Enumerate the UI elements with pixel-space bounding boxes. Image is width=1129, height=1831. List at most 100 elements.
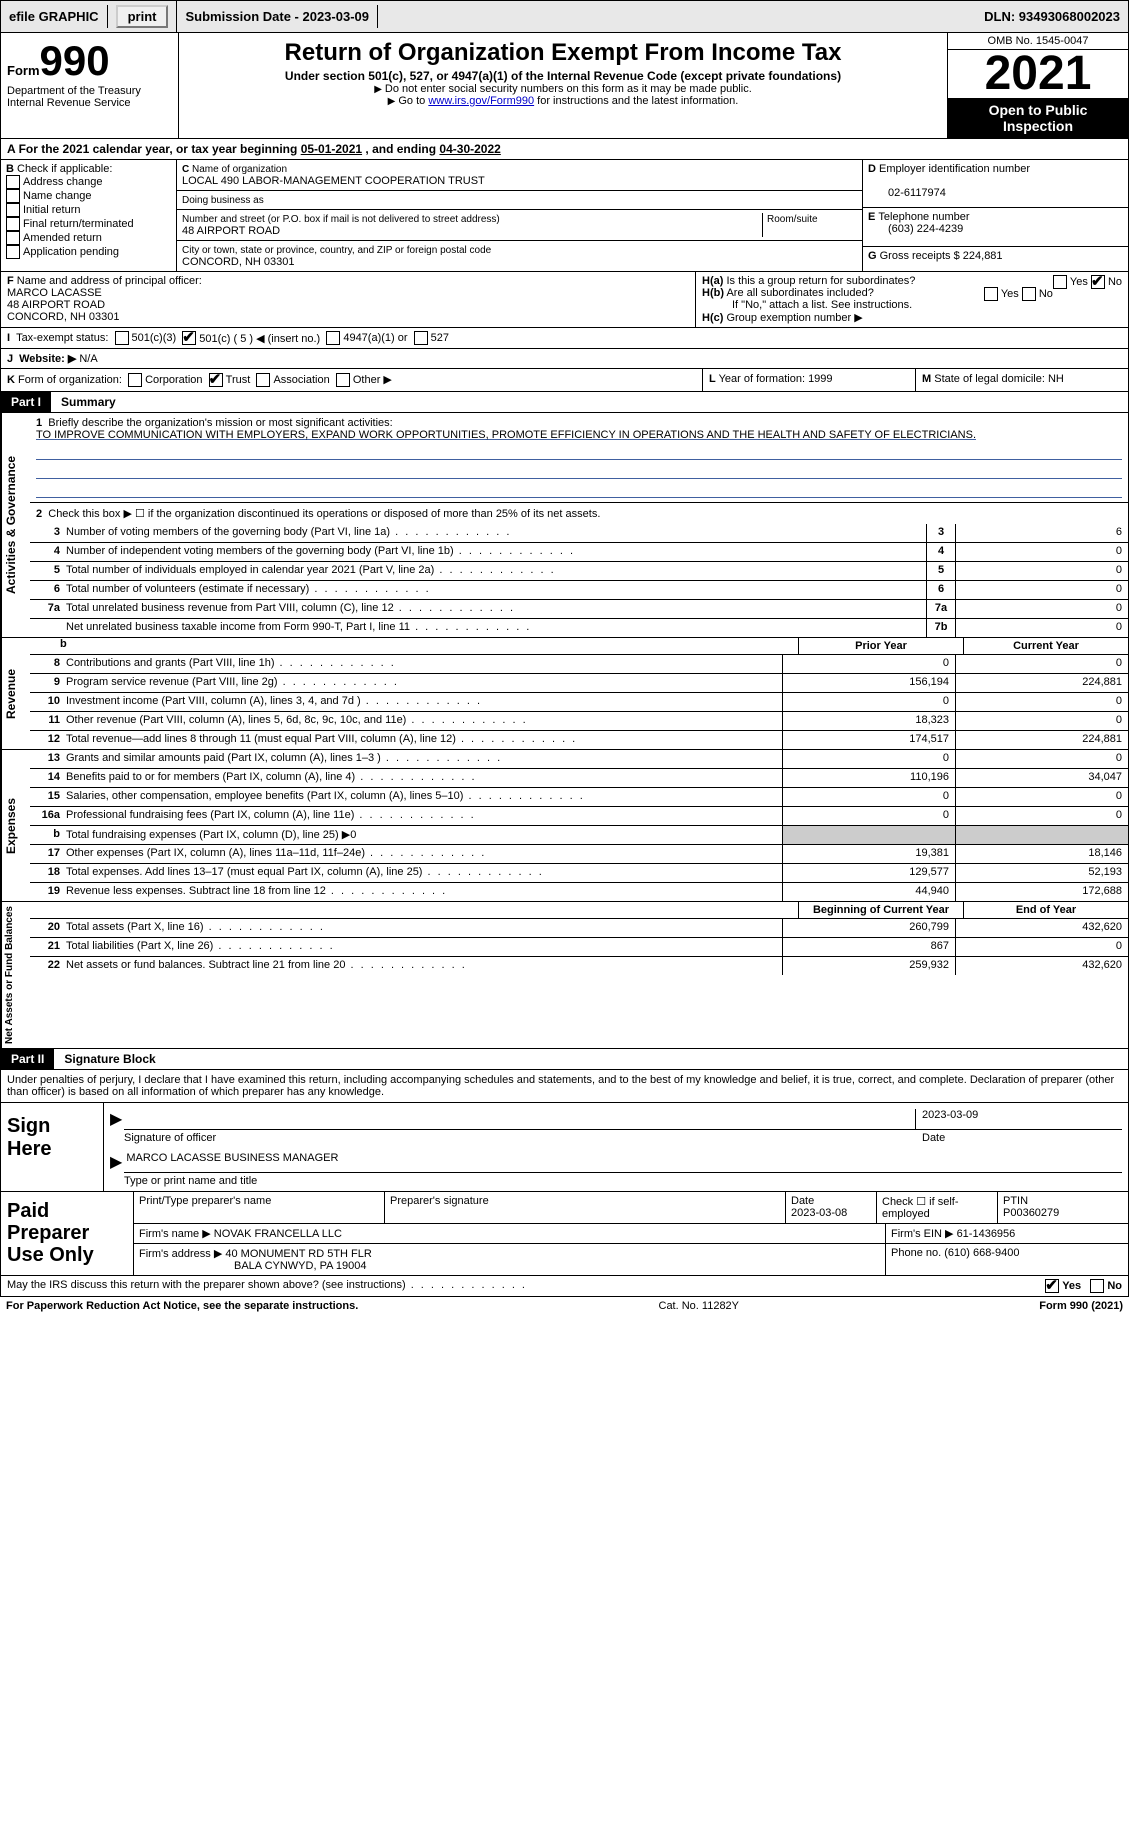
form-title: Return of Organization Exempt From Incom… — [185, 39, 941, 67]
revenue-tab: Revenue — [1, 638, 30, 749]
org-name: LOCAL 490 LABOR-MANAGEMENT COOPERATION T… — [182, 175, 485, 187]
app-pending-checkbox[interactable] — [6, 245, 20, 259]
mission-text: TO IMPROVE COMMUNICATION WITH EMPLOYERS,… — [36, 429, 976, 441]
sign-date: 2023-03-09 — [915, 1109, 1122, 1129]
discuss-no-checkbox[interactable] — [1090, 1279, 1104, 1293]
line-7b: Net unrelated business taxable income fr… — [30, 619, 1128, 637]
line-5: 5 Total number of individuals employed i… — [30, 562, 1128, 581]
firm-name: NOVAK FRANCELLA LLC — [214, 1228, 342, 1240]
print-button[interactable]: print — [116, 5, 169, 28]
firm-ein: 61-1436956 — [957, 1228, 1016, 1240]
line-7a: 7a Total unrelated business revenue from… — [30, 600, 1128, 619]
line-3: 3 Number of voting members of the govern… — [30, 524, 1128, 543]
state-domicile: NH — [1048, 373, 1064, 385]
line-16a: 16a Professional fundraising fees (Part … — [30, 807, 1128, 826]
efile-label: efile GRAPHIC — [1, 5, 108, 28]
box-d: D Employer identification number 02-6117… — [863, 160, 1128, 271]
line-13: 13 Grants and similar amounts paid (Part… — [30, 750, 1128, 769]
revenue-section: Revenue b Prior Year Current Year 8 Cont… — [0, 638, 1129, 750]
row-i: I Tax-exempt status: 501(c)(3) 501(c) ( … — [0, 328, 1129, 349]
ha-no-checkbox[interactable] — [1091, 275, 1105, 289]
527-checkbox[interactable] — [414, 331, 428, 345]
city-state-zip: CONCORD, NH 03301 — [182, 256, 294, 268]
net-tab: Net Assets or Fund Balances — [1, 902, 30, 1048]
irs-link[interactable]: www.irs.gov/Form990 — [428, 95, 534, 107]
line-22: 22 Net assets or fund balances. Subtract… — [30, 957, 1128, 975]
officer-print-name: MARCO LACASSE BUSINESS MANAGER — [126, 1152, 338, 1172]
line-b: b Total fundraising expenses (Part IX, c… — [30, 826, 1128, 845]
period-end: 04-30-2022 — [439, 142, 500, 156]
discuss-row: May the IRS discuss this return with the… — [0, 1276, 1129, 1297]
paid-preparer-block: Paid Preparer Use Only Print/Type prepar… — [0, 1192, 1129, 1276]
form-prefix: Form — [7, 63, 40, 78]
assoc-checkbox[interactable] — [256, 373, 270, 387]
line-14: 14 Benefits paid to or for members (Part… — [30, 769, 1128, 788]
dept-label: Department of the Treasury Internal Reve… — [7, 85, 172, 109]
entity-row: B Check if applicable: Address change Na… — [0, 160, 1129, 272]
ha-yes-checkbox[interactable] — [1053, 275, 1067, 289]
submission-date: Submission Date - 2023-03-09 — [177, 5, 378, 28]
line-12: 12 Total revenue—add lines 8 through 11 … — [30, 731, 1128, 749]
officer-name: MARCO LACASSE — [7, 287, 102, 299]
addr-change-checkbox[interactable] — [6, 175, 20, 189]
page-footer: For Paperwork Reduction Act Notice, see … — [0, 1297, 1129, 1315]
501c3-checkbox[interactable] — [115, 331, 129, 345]
amended-return-checkbox[interactable] — [6, 231, 20, 245]
row-f-h: F Name and address of principal officer:… — [0, 272, 1129, 328]
line-21: 21 Total liabilities (Part X, line 26) 8… — [30, 938, 1128, 957]
penalty-text: Under penalties of perjury, I declare th… — [0, 1070, 1129, 1102]
line-11: 11 Other revenue (Part VIII, column (A),… — [30, 712, 1128, 731]
year-formation: 1999 — [808, 373, 832, 385]
corp-checkbox[interactable] — [128, 373, 142, 387]
top-toolbar: efile GRAPHIC print Submission Date - 20… — [0, 0, 1129, 33]
dln-label: DLN: 93493068002023 — [976, 5, 1128, 28]
other-checkbox[interactable] — [336, 373, 350, 387]
line-8: 8 Contributions and grants (Part VIII, l… — [30, 655, 1128, 674]
line-9: 9 Program service revenue (Part VIII, li… — [30, 674, 1128, 693]
year-box: OMB No. 1545-0047 2021 Open to Public In… — [947, 33, 1128, 138]
line-19: 19 Revenue less expenses. Subtract line … — [30, 883, 1128, 901]
line-10: 10 Investment income (Part VIII, column … — [30, 693, 1128, 712]
hb-yes-checkbox[interactable] — [984, 287, 998, 301]
final-return-checkbox[interactable] — [6, 217, 20, 231]
website: N/A — [79, 353, 97, 365]
form-id-box: Form990 Department of the Treasury Inter… — [1, 33, 179, 138]
print-button-wrap: print — [108, 1, 178, 32]
period-begin: 05-01-2021 — [301, 142, 362, 156]
sign-here-block: Sign Here ▶2023-03-09 Signature of offic… — [0, 1102, 1129, 1192]
line-17: 17 Other expenses (Part IX, column (A), … — [30, 845, 1128, 864]
part1-header: Part I Summary — [0, 392, 1129, 413]
firm-addr: 40 MONUMENT RD 5TH FLR — [225, 1248, 371, 1260]
title-box: Return of Organization Exempt From Incom… — [179, 33, 947, 138]
row-k-l-m: K Form of organization: Corporation Trus… — [0, 369, 1129, 392]
tax-year: 2021 — [948, 50, 1128, 98]
initial-return-checkbox[interactable] — [6, 203, 20, 217]
prep-date: 2023-03-08 — [791, 1207, 847, 1219]
line-20: 20 Total assets (Part X, line 16) 260,79… — [30, 919, 1128, 938]
period-row: A For the 2021 calendar year, or tax yea… — [0, 139, 1129, 160]
form-number: 990 — [40, 37, 110, 84]
ptin: P00360279 — [1003, 1207, 1059, 1219]
trust-checkbox[interactable] — [209, 373, 223, 387]
expenses-tab: Expenses — [1, 750, 30, 901]
4947-checkbox[interactable] — [326, 331, 340, 345]
discuss-yes-checkbox[interactable] — [1045, 1279, 1059, 1293]
line-4: 4 Number of independent voting members o… — [30, 543, 1128, 562]
goto-note: Go to www.irs.gov/Form990 for instructio… — [185, 95, 941, 107]
net-assets-section: Net Assets or Fund Balances Beginning of… — [0, 902, 1129, 1049]
row-j: J Website: ▶ N/A — [0, 349, 1129, 369]
line-18: 18 Total expenses. Add lines 13–17 (must… — [30, 864, 1128, 883]
name-change-checkbox[interactable] — [6, 189, 20, 203]
501c-checkbox[interactable] — [182, 331, 196, 345]
line-6: 6 Total number of volunteers (estimate i… — [30, 581, 1128, 600]
activities-tab: Activities & Governance — [1, 413, 30, 637]
part2-header: Part II Signature Block — [0, 1049, 1129, 1070]
form-subtitle: Under section 501(c), 527, or 4947(a)(1)… — [185, 69, 941, 83]
street-address: 48 AIRPORT ROAD — [182, 225, 280, 237]
box-b: B Check if applicable: Address change Na… — [1, 160, 177, 271]
hb-no-checkbox[interactable] — [1022, 287, 1036, 301]
activities-governance: Activities & Governance 1 Briefly descri… — [0, 413, 1129, 638]
firm-phone: (610) 668-9400 — [944, 1247, 1019, 1259]
expenses-section: Expenses 13 Grants and similar amounts p… — [0, 750, 1129, 902]
box-c: C Name of organization LOCAL 490 LABOR-M… — [177, 160, 863, 271]
